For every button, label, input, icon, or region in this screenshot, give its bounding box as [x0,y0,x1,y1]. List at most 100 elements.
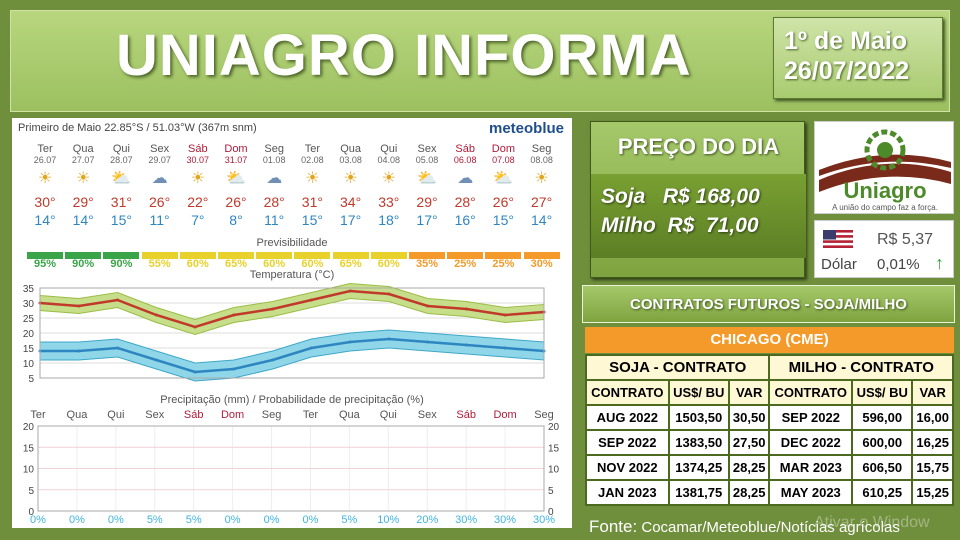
forecast-location: Primeiro de Maio 22.85°S / 51.03°W (367m… [18,122,257,134]
column-header: CONTRATO [768,379,854,406]
precip-probability: 5% [186,514,202,526]
predictability-bar [523,252,560,259]
predictability-bar [103,252,140,259]
x-tick-label: Qua [67,409,89,421]
dollar-change: 0,01% [877,256,920,273]
precip-probability: 0% [108,514,124,526]
predictability-bar [294,252,331,259]
max-temp-point [464,307,468,311]
predictability-value: 25% [492,258,515,270]
x-tick-label: Qui [107,409,124,421]
cloud-icon: ☁ [457,170,474,187]
temp-max: 31° [110,194,132,210]
day-date: 27.07 [71,155,95,165]
column-header: CONTRATO [585,379,670,406]
day-date: 07.08 [492,155,515,165]
x-tick-label: Dom [493,409,516,421]
column-headers: CONTRATO US$/ BU VAR CONTRATO US$/ BU VAR [585,379,954,406]
forecast-day: Dom 31.07 ⛅ 26° 8° [217,144,255,229]
predictability-bar [409,252,445,259]
x-tick-label: Qui [380,409,397,421]
y-tick-label: 20 [23,329,35,340]
cloud-icon: ☁ [266,170,283,187]
precipitation-chart: Ter 0% Qua 0% Qui 0% Sex 5% Sáb 5% Dom 0% Seg 0% Ter 0%… [23,409,560,526]
predictability-value: 55% [148,258,171,270]
precip-probability: 10% [377,514,399,526]
max-temp-point [271,307,275,311]
table-cell: JAN 2023 [585,479,670,506]
max-temp-point [232,313,236,317]
temp-min: 17° [340,212,362,228]
precip-probability: 0% [225,514,241,526]
temp-min: 18° [378,212,400,228]
max-temp-point [116,298,120,302]
forecast-day: Qui 28.07 ⛅ 31° 15° [102,144,140,229]
y-tick-label: 20 [23,422,35,433]
table-cell: 610,25 [851,479,914,506]
table-row: AUG 2022 1503,50 30,50 SEP 2022 596,00 16,00 [585,404,954,431]
y-tick-label: 5 [28,374,34,385]
precip-probability: 5% [147,514,163,526]
futures-heading: CONTRATOS FUTUROS - SOJA/MILHO [582,285,955,323]
predictability-bar [141,252,178,259]
max-temp-point [426,304,430,308]
table-row: JAN 2023 1381,75 28,25 MAY 2023 610,25 15,25 [585,479,954,506]
temp-min: 11° [149,212,170,228]
temp-min: 15° [301,212,323,228]
predictability-value: 30% [530,258,553,270]
predictability-label: Previsibilidade [256,237,328,249]
table-row: NOV 2022 1374,25 28,25 MAR 2023 606,50 15,75 [585,454,954,481]
dollar-box: R$ 5,37 Dólar 0,01% ↑ [814,220,954,278]
temp-min: 15° [492,212,514,228]
table-cell: 27,50 [727,429,771,456]
table-cell: AUG 2022 [585,404,670,431]
sun-cloud-icon: ⛅ [493,170,514,187]
day-date: 30.07 [186,155,210,165]
max-temp-point [503,313,507,317]
predictability-bar [370,252,407,259]
predictability-value: 60% [377,258,400,270]
cloud-icon: ☁ [151,170,168,187]
day-name: Dom [491,143,515,155]
y-tick-label: 35 [23,284,35,295]
source-text: Cocamar/Meteoblue/Notícias agrícolas [637,519,900,536]
price-values: Soja R$ 168,00 Milho R$ 71,00 [591,174,806,258]
temp-max: 34° [340,194,362,210]
day-name: Dom [224,143,248,155]
day-date: 02.08 [301,155,324,165]
futures-table: SOJA - CONTRATO MILHO - CONTRATO CONTRAT… [584,354,954,506]
day-date: 06.08 [453,155,477,165]
day-date: 04.08 [377,155,401,165]
min-temp-point [348,340,352,344]
table-row: SEP 2022 1383,50 27,50 DEC 2022 600,00 16,25 [585,429,954,456]
predictability-value: 90% [72,258,95,270]
day-date: 03.08 [339,155,362,165]
predictability-value: 95% [33,258,57,270]
min-temp-point [464,343,468,347]
up-arrow-icon: ↑ [935,253,944,273]
milho-group-header: MILHO - CONTRATO [768,354,954,381]
table-cell: 15,25 [911,479,954,506]
predictability-bar [485,252,522,259]
day-date: 05.08 [415,155,439,165]
y-tick-label: 25 [23,314,35,325]
forecast-day: Sex 29.07 ☁ 26° 11° [141,144,179,229]
max-temp-point [193,325,197,329]
date-value: 26/07/2022 [784,57,910,85]
predictability-bar [332,252,369,259]
table-cell: 16,25 [911,429,954,456]
day-date: 29.07 [148,155,171,165]
page-title: UNIAGRO INFORMA [116,23,692,88]
sun-icon: ☀ [381,170,396,187]
day-name: Sex [150,143,170,155]
day-date: 28.07 [110,155,133,165]
max-temp-point [77,304,81,308]
predictability-value: 35% [415,258,439,270]
table-cell: 1381,75 [667,479,730,506]
predictability-value: 25% [454,258,477,270]
y-tick-label: 0 [28,507,34,518]
predictability-value: 60% [186,258,209,270]
table-cell: SEP 2022 [585,429,670,456]
meteoblue-logo: meteoblue [488,120,564,137]
source-note: Fonte: Cocamar/Meteoblue/Notícias agríco… [589,517,900,537]
